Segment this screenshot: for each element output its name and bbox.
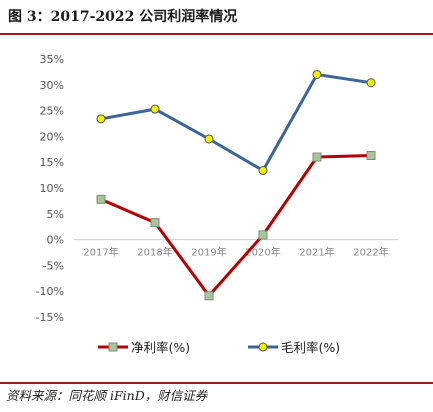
net-margin-point <box>96 194 106 204</box>
series-line-1 <box>100 73 372 172</box>
gross-margin-point <box>96 114 106 124</box>
series-markers <box>96 69 376 301</box>
net-margin-point <box>366 150 376 160</box>
y-tick-label: 15% <box>40 156 64 169</box>
source-rule <box>0 382 433 384</box>
y-axis-labels: -15% -10% -5% 0% 5% 10% 15% 20% 25% 30% 35% <box>36 53 64 324</box>
source-note: 资料来源：同花顺 iFinD，财信证券 <box>6 388 208 403</box>
legend-swatch-marker <box>108 342 118 352</box>
x-tick-label: 2017年 <box>83 246 118 259</box>
y-tick-label: 0% <box>47 234 64 247</box>
legend-swatch-marker <box>258 342 268 352</box>
net-margin-point <box>258 230 268 240</box>
x-axis-labels: 2017年 2018年 2019年 2020年 2021年 2022年 <box>83 246 388 259</box>
profit-margin-chart: -15%-10%-5%0%5%10%15%20%25%30%35% 2017年 2… <box>36 53 398 355</box>
y-tick-label: 30% <box>40 79 64 92</box>
title-rule <box>0 33 433 35</box>
y-tick-label: 35% <box>40 53 64 66</box>
y-tick-label: 10% <box>40 182 64 195</box>
x-tick-label: 2018年 <box>137 246 172 259</box>
legend-label: 净利率(%) <box>131 340 190 355</box>
x-tick-label: 2021年 <box>299 246 334 259</box>
figure-title: 图 3：2017-2022 公司利润率情况 <box>8 9 238 25</box>
net-margin-point <box>312 152 322 162</box>
gross-margin-point <box>204 134 214 144</box>
gross-margin-point <box>312 69 322 79</box>
series-line-0 <box>100 154 372 298</box>
y-tick-label: 20% <box>40 130 64 143</box>
y-tick-label: -10% <box>36 285 64 298</box>
net-margin-point <box>150 218 160 228</box>
gross-margin-point <box>258 165 268 175</box>
net-margin-point <box>204 291 214 301</box>
y-tick-label: 5% <box>47 208 64 221</box>
legend: 净利率(%) 毛利率(%) <box>98 340 340 355</box>
x-tick-label: 2019年 <box>191 246 226 259</box>
gross-margin-point <box>150 104 160 114</box>
legend-label: 毛利率(%) <box>281 340 340 355</box>
y-tick-label: -5% <box>43 259 64 272</box>
gross-margin-point <box>366 78 376 88</box>
series-lines <box>100 73 372 298</box>
y-tick-label: -15% <box>36 311 64 324</box>
x-tick-label: 2020年 <box>245 246 280 259</box>
x-tick-label: 2022年 <box>353 246 388 259</box>
y-tick-label: 25% <box>40 105 64 118</box>
